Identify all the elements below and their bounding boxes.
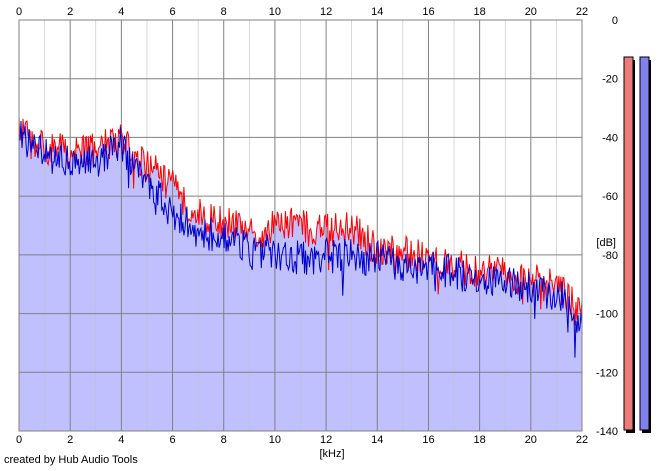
x-tick-label-bottom: 8 [221,434,227,446]
y-axis-right: 0 -20 -40 -60 -80 -100 -120 -140 [596,15,618,438]
series-line-right-channel [18,120,583,358]
x-tick-label-top: 16 [422,6,434,18]
x-tick-label-top: 12 [320,6,332,18]
x-tick-label-top: 6 [169,6,175,18]
x-tick-label-top: 14 [371,6,383,18]
x-tick-label-top: 4 [118,6,124,18]
x-tick-label-top: 20 [525,6,537,18]
x-axis-label: [kHz] [319,448,344,460]
y-tick-label: -140 [596,426,618,438]
y-tick-label: -100 [596,309,618,321]
x-tick-label-bottom: 22 [576,434,588,446]
x-tick-label-bottom: 10 [269,434,281,446]
level-meter-left [623,56,634,431]
y-tick-label: -40 [602,132,618,144]
x-tick-label-top: 18 [474,6,486,18]
x-tick-label-bottom: 4 [118,434,124,446]
x-axis-bottom: 0 2 4 6 8 10 12 14 16 18 20 22 [16,434,588,446]
plot-frame [18,19,583,432]
level-meter-right [639,56,650,431]
x-axis-top: 0 2 4 6 8 10 12 14 16 18 20 22 [16,6,588,18]
y-tick-label: -120 [596,367,618,379]
series-lines [18,116,583,358]
x-tick-label-top: 10 [269,6,281,18]
level-meters [623,56,651,433]
y-axis-label: [dB] [596,237,616,249]
x-tick-label-bottom: 20 [525,434,537,446]
y-tick-label: -60 [602,191,618,203]
y-tick-label: -20 [602,74,618,86]
x-tick-label-bottom: 18 [474,434,486,446]
x-tick-label-top: 22 [576,6,588,18]
x-tick-label-bottom: 6 [169,434,175,446]
x-tick-label-bottom: 14 [371,434,383,446]
x-tick-label-top: 8 [221,6,227,18]
x-tick-label-bottom: 2 [67,434,73,446]
x-tick-label-top: 2 [67,6,73,18]
y-tick-label: 0 [612,15,618,27]
y-tick-label: -80 [602,250,618,262]
credit-text: created by Hub Audio Tools [4,454,138,466]
series-line-left-channel [18,116,583,326]
spectrum-plot [18,19,583,432]
x-tick-label-bottom: 0 [16,434,22,446]
x-tick-label-bottom: 12 [320,434,332,446]
x-tick-label-top: 0 [16,6,22,18]
x-tick-label-bottom: 16 [422,434,434,446]
